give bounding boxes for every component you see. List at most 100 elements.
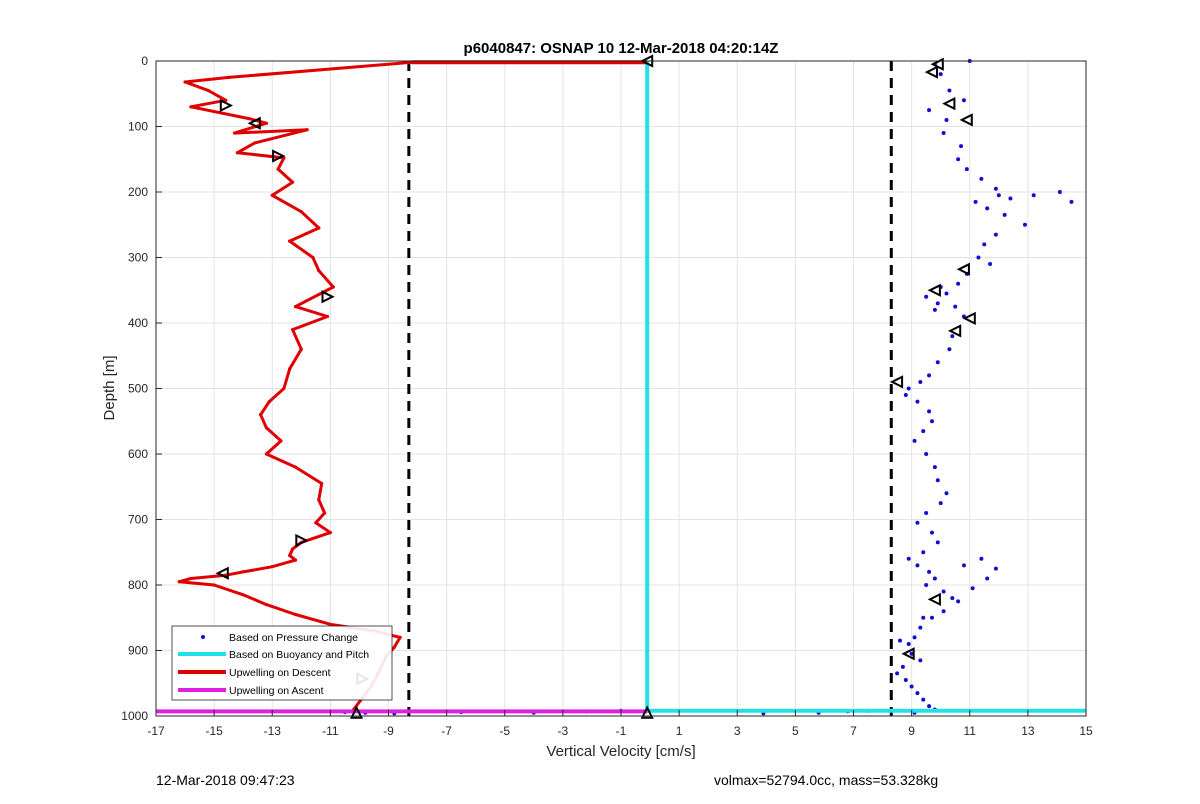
pressure-point <box>915 563 920 568</box>
pressure-point <box>985 576 990 581</box>
x-tick-label: 7 <box>850 724 857 738</box>
series-point <box>293 465 298 469</box>
triangle-marker <box>962 311 976 326</box>
pressure-point <box>906 386 911 391</box>
y-tick-label: 1000 <box>121 709 148 723</box>
pressure-point <box>973 199 978 204</box>
pressure-point <box>941 589 946 594</box>
pressure-point <box>979 556 984 561</box>
series-point <box>299 347 303 351</box>
triangle-marker <box>247 116 261 130</box>
pressure-point <box>950 596 955 601</box>
pressure-point <box>929 615 934 620</box>
pressure-point <box>956 599 961 604</box>
chart-title: p6040847: OSNAP 10 12-Mar-2018 04:20:14Z <box>464 40 779 57</box>
legend-box <box>171 625 393 701</box>
pressure-point <box>927 569 932 574</box>
pressure-point <box>1031 193 1036 198</box>
pressure-point <box>895 671 900 676</box>
pressure-point <box>944 291 949 296</box>
triangle-marker <box>321 290 335 304</box>
pressure-point <box>988 262 993 267</box>
legend-entry-descent: Upwelling on Descent <box>178 667 331 679</box>
x-tick-label: 1 <box>676 724 683 738</box>
pressure-point <box>979 176 984 181</box>
pressure-point <box>956 157 961 162</box>
triangle-marker <box>295 533 309 548</box>
series-point <box>247 117 251 121</box>
series-point <box>282 386 286 391</box>
pressure-point <box>1008 196 1013 201</box>
x-tick-label: 3 <box>734 724 741 738</box>
x-tick-label: 15 <box>1079 724 1093 738</box>
pressure-point <box>927 409 932 414</box>
pressure-point <box>924 294 929 299</box>
pressure-point <box>903 677 908 682</box>
triangle-marker <box>272 149 286 163</box>
series-point <box>270 565 274 569</box>
x-axis-label: Vertical Velocity [cm/s] <box>546 743 695 760</box>
triangle-marker <box>901 647 915 661</box>
pressure-point <box>912 635 917 640</box>
y-tick-label: 0 <box>141 54 148 68</box>
legend: Based on Pressure Change Based on Buoyan… <box>171 625 393 701</box>
series-point <box>177 580 181 584</box>
x-tick-label: -7 <box>441 724 452 738</box>
pressure-point <box>938 72 943 77</box>
pressure-point <box>935 478 940 483</box>
pressure-point <box>993 232 998 237</box>
pressure-point <box>1002 212 1007 217</box>
x-tick-label: -15 <box>205 724 223 738</box>
series-point <box>206 88 210 93</box>
pressure-point <box>909 684 914 689</box>
series-point <box>224 98 228 102</box>
x-tick-label: 9 <box>908 724 915 738</box>
series-point <box>322 511 327 515</box>
series-point <box>264 426 269 430</box>
y-tick-label: 700 <box>128 513 148 527</box>
series-point <box>317 498 321 502</box>
triangle-marker <box>942 96 956 111</box>
pressure-point <box>941 609 946 614</box>
triangle-marker <box>927 592 941 607</box>
series-point <box>305 128 309 132</box>
legend-entry-pressure: Based on Pressure Change <box>201 632 358 644</box>
triangle-marker <box>349 705 364 719</box>
reference-lines <box>407 61 893 716</box>
x-tick-label: -11 <box>322 724 339 738</box>
series-point <box>288 553 292 558</box>
series-point <box>276 167 280 171</box>
footer-timestamp: 12-Mar-2018 09:47:23 <box>156 772 295 788</box>
series-point <box>290 180 295 184</box>
y-tick-label: 600 <box>128 447 148 461</box>
y-tick-label: 500 <box>128 382 148 396</box>
pressure-point <box>941 131 946 136</box>
series-point <box>299 210 303 214</box>
pressure-point <box>909 651 914 656</box>
pressure-point <box>944 117 949 122</box>
pressure-point <box>903 393 908 398</box>
pressure-point <box>906 556 911 561</box>
pressure-point <box>985 206 990 211</box>
pressure-point <box>953 304 958 309</box>
triangle-marker <box>640 705 654 719</box>
y-tick-label: 400 <box>128 316 148 330</box>
triangle-marker <box>219 98 234 113</box>
pressure-point <box>924 510 929 515</box>
triangle-marker <box>889 375 904 389</box>
pressure-point <box>924 452 929 456</box>
pressure-point <box>959 144 964 149</box>
pressure-point <box>947 347 952 352</box>
series-point <box>320 481 324 486</box>
pressure-point <box>944 491 949 496</box>
legend-label: Upwelling on Ascent <box>229 685 324 697</box>
triangle-marker <box>959 113 973 127</box>
pressure-point <box>915 691 920 696</box>
series-point <box>264 603 269 607</box>
pressure-point <box>927 704 932 709</box>
pressure-point <box>929 530 934 535</box>
series-point <box>279 439 283 443</box>
pressure-point <box>935 360 940 365</box>
series-point <box>241 593 245 597</box>
pressure-point <box>927 373 932 378</box>
